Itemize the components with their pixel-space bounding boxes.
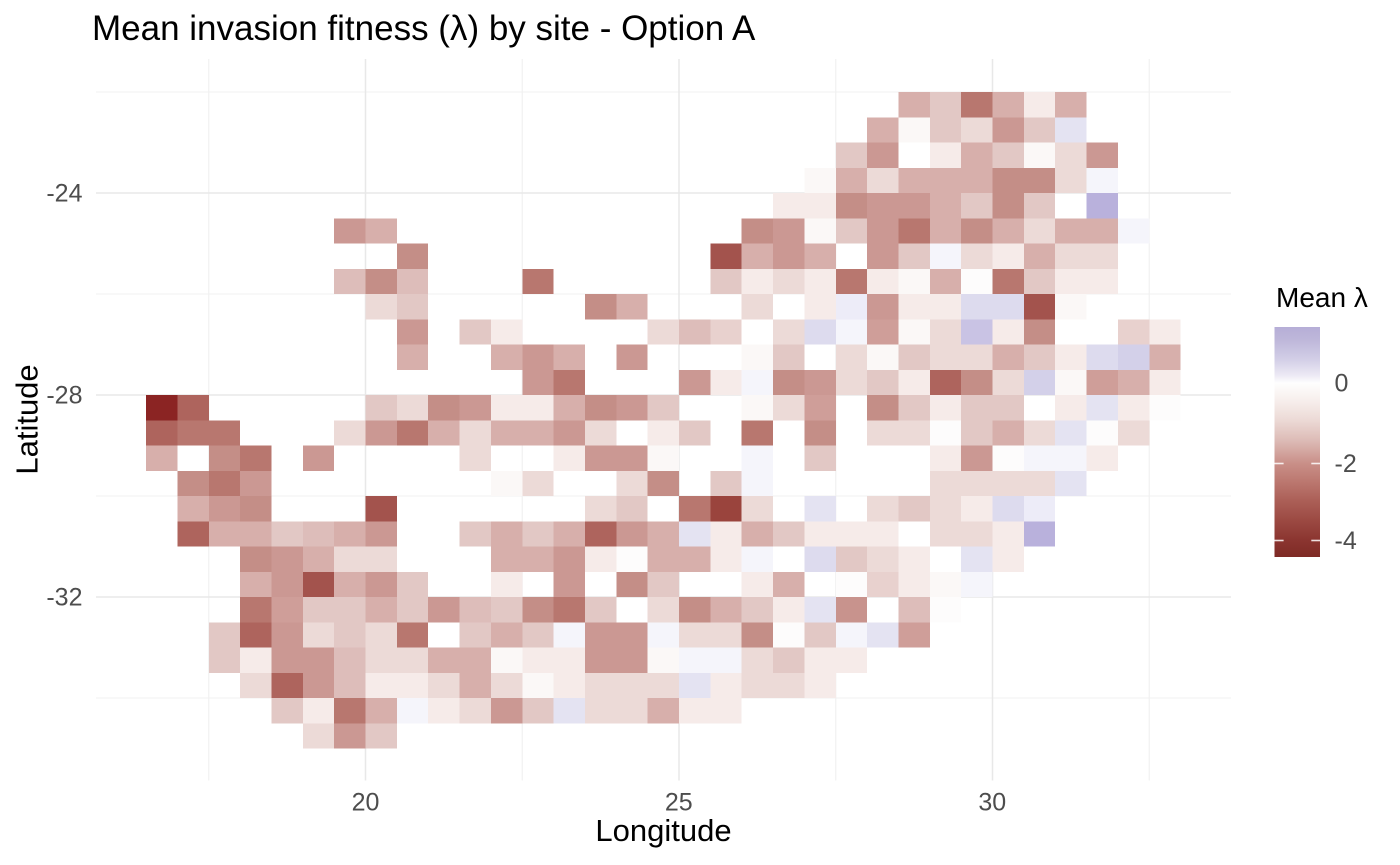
svg-text:20: 20 [352, 789, 380, 817]
svg-text:Mean λ: Mean λ [1276, 282, 1368, 313]
svg-text:Mean invasion fitness (λ) by s: Mean invasion fitness (λ) by site - Opti… [92, 9, 756, 48]
svg-text:-24: -24 [46, 180, 82, 208]
svg-text:-32: -32 [46, 584, 82, 612]
svg-text:Latitude: Latitude [9, 364, 44, 474]
svg-text:Longitude: Longitude [595, 813, 731, 848]
svg-text:30: 30 [978, 789, 1006, 817]
svg-text:25: 25 [665, 789, 693, 817]
svg-text:-4: -4 [1335, 527, 1357, 555]
svg-text:-2: -2 [1335, 450, 1357, 478]
svg-text:0: 0 [1335, 370, 1349, 398]
svg-text:-28: -28 [46, 382, 82, 410]
